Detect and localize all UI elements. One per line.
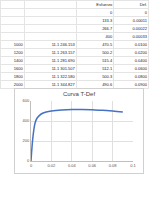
html-text:11.1 344.827: 11.1 344.827 (51, 82, 75, 87)
html-text:11.1 246.153: 11.1 246.153 (51, 42, 75, 47)
svg-text:Curva T-Def: Curva T-Def (63, 91, 96, 97)
html-text:500.3: 500.3 (102, 74, 113, 79)
svg-text:200: 200 (23, 138, 30, 143)
svg-text:0.04: 0.04 (68, 163, 77, 168)
html-text:515.4: 515.4 (102, 58, 113, 63)
html-text:0.00022: 0.00022 (132, 26, 147, 31)
svg-text:0.06: 0.06 (88, 163, 97, 168)
svg-text:0: 0 (30, 163, 33, 168)
html-text:0: 0 (109, 10, 113, 15)
html-text:1400: 1400 (13, 58, 23, 63)
html-text:1800: 1800 (13, 74, 23, 79)
html-text:0.0200: 0.0200 (134, 50, 147, 55)
html-text:470.5: 470.5 (102, 42, 113, 47)
html-text:1600: 1600 (13, 66, 23, 71)
html-text:400: 400 (105, 34, 113, 39)
html-text:1200: 1200 (13, 50, 23, 55)
html-text:0.0900: 0.0900 (134, 82, 147, 87)
html-text:266.7: 266.7 (102, 26, 113, 31)
html-text:Def.: Def. (139, 2, 147, 7)
html-text:500.2: 500.2 (102, 50, 113, 55)
html-text:11.1 263.157: 11.1 263.157 (51, 50, 75, 55)
html-text:1000: 1000 (13, 42, 23, 47)
html-text:Esfuerzo: Esfuerzo (96, 2, 113, 7)
html-text:512.1: 512.1 (102, 66, 113, 71)
html-text:133.3: 133.3 (102, 18, 113, 23)
svg-text:600: 600 (23, 98, 30, 103)
html-text:0.0600: 0.0600 (134, 66, 147, 71)
svg-text:0.1: 0.1 (130, 163, 136, 168)
html-text:0.00033: 0.00033 (132, 34, 147, 39)
html-text:11.1 281.690: 11.1 281.690 (51, 58, 75, 63)
html-text:2000: 2000 (13, 82, 23, 87)
html-text:11.1 322.580: 11.1 322.580 (51, 74, 75, 79)
html-text:0.0800: 0.0800 (134, 74, 147, 79)
html-text:11.1 301.507: 11.1 301.507 (51, 66, 75, 71)
svg-text:400: 400 (23, 118, 30, 123)
html-text:0.0400: 0.0400 (134, 58, 147, 63)
svg-text:0.08: 0.08 (109, 163, 118, 168)
svg-text:0: 0 (27, 158, 30, 163)
svg-text:0.02: 0.02 (48, 163, 57, 168)
html-text:0.00011: 0.00011 (132, 18, 147, 23)
html-text:490.6: 490.6 (102, 82, 113, 87)
html-text:0.0100: 0.0100 (134, 42, 147, 47)
html-text:0: 0 (144, 10, 147, 15)
